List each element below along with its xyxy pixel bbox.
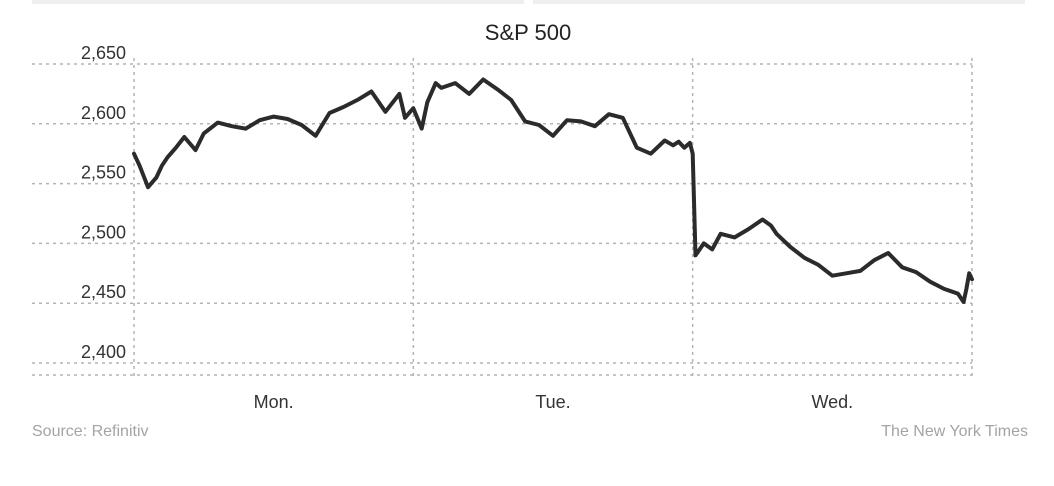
chart-title: S&P 500 [485, 20, 571, 45]
publisher-credit: The New York Times [881, 423, 1028, 440]
top-divider-left [32, 0, 524, 4]
grid-layer [32, 58, 973, 380]
y-tick-label: 2,600 [81, 103, 126, 123]
series-layer [132, 77, 974, 304]
top-divider-right [533, 0, 1025, 4]
source-note: Source: Refinitiv [32, 423, 149, 440]
x-axis-tick-labels: Mon. Tue. Wed. [254, 392, 854, 410]
x-tick-label: Mon. [254, 392, 294, 410]
x-tick-label: Wed. [811, 392, 853, 410]
sp500-chart: S&P 500 2,650 2,600 2,550 2,500 2,450 2,400 M… [32, 20, 974, 410]
sp500-series-line [132, 77, 974, 304]
y-tick-label: 2,450 [81, 282, 126, 302]
y-tick-label: 2,500 [81, 222, 126, 242]
y-tick-label: 2,400 [81, 342, 126, 362]
y-tick-label: 2,650 [81, 43, 126, 63]
x-tick-label: Tue. [535, 392, 570, 410]
y-axis-tick-labels: 2,650 2,600 2,550 2,500 2,450 2,400 [81, 43, 126, 362]
y-tick-label: 2,550 [81, 163, 126, 183]
